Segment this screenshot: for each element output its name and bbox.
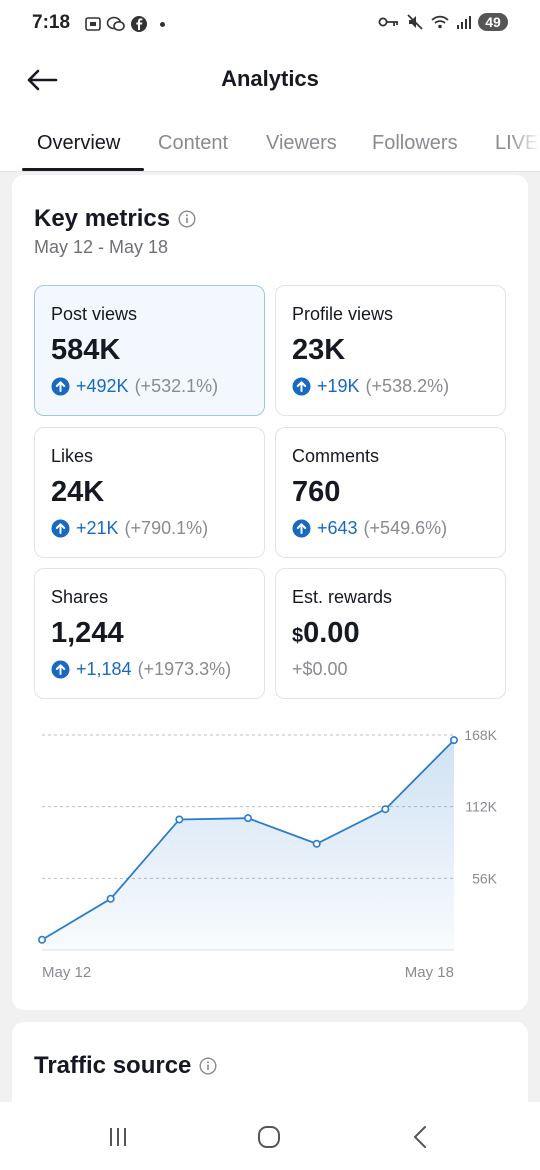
back-nav-button[interactable]	[400, 1122, 440, 1152]
battery-level: 49	[478, 13, 508, 31]
key-metrics-title: Key metrics	[34, 205, 171, 232]
post-views-chart[interactable]: 168K 112K 56K May 12 May 18	[12, 705, 528, 985]
metric-change: +1,184 (+1973.3%)	[51, 659, 231, 680]
metric-value: 760	[292, 476, 341, 508]
traffic-source-title: Traffic source	[34, 1052, 192, 1079]
metric-delta: +$0.00	[292, 659, 348, 679]
metric-card-profile-views[interactable]: Profile views 23K +19K (+538.2%)	[275, 285, 506, 416]
active-tab-indicator	[22, 168, 144, 171]
wechat-icon	[106, 16, 125, 31]
tab-bar: Overview Content Viewers Followers LIVE	[0, 112, 540, 172]
y-tick-label: 112K	[465, 799, 497, 815]
data-point	[244, 814, 253, 823]
metric-delta: +1,184	[76, 659, 132, 679]
data-point	[106, 894, 115, 903]
metric-value: 584K	[51, 334, 121, 366]
info-icon[interactable]	[178, 210, 196, 228]
app-header: Analytics	[0, 48, 540, 112]
area-fill	[42, 740, 454, 950]
vpn-key-icon	[378, 17, 398, 27]
arrow-up-icon	[51, 660, 70, 679]
screenshot-icon	[85, 17, 101, 31]
recent-apps-icon	[110, 1128, 126, 1146]
metric-change: +19K (+538.2%)	[292, 376, 449, 397]
metric-percent: (+549.6%)	[363, 518, 448, 538]
metric-percent: (+532.1%)	[134, 376, 219, 396]
system-nav-bar	[0, 1102, 540, 1170]
chart-svg: 168K 112K 56K May 12 May 18	[37, 727, 498, 981]
home-icon	[258, 1126, 280, 1148]
facebook-icon	[131, 16, 147, 32]
notification-dot	[160, 21, 165, 27]
metric-value: 0.00	[303, 617, 360, 649]
data-point	[37, 935, 46, 944]
metric-change: +21K (+790.1%)	[51, 518, 208, 539]
metric-delta: +19K	[317, 376, 360, 396]
y-tick-label: 168K	[464, 727, 497, 743]
metric-card-est-rewards[interactable]: Est. rewards $0.00 +$0.00	[275, 568, 506, 699]
status-right-icons: 49	[378, 13, 508, 31]
signal-icon	[457, 16, 471, 29]
x-tick-label: May 12	[42, 964, 91, 981]
metric-change: +643 (+549.6%)	[292, 518, 447, 539]
metric-label: Post views	[51, 304, 138, 324]
metric-card-comments[interactable]: Comments 760 +643 (+549.6%)	[275, 427, 506, 558]
metric-label: Likes	[51, 446, 94, 466]
x-tick-label: May 18	[405, 964, 454, 981]
status-time: 7:18	[32, 12, 71, 33]
tab-viewers[interactable]: Viewers	[266, 132, 337, 154]
arrow-up-icon	[292, 519, 311, 538]
metric-percent: (+790.1%)	[124, 518, 209, 538]
currency-symbol: $	[292, 625, 304, 647]
home-button[interactable]	[249, 1122, 289, 1152]
metric-label: Comments	[292, 446, 380, 466]
metric-percent: (+1973.3%)	[137, 659, 232, 679]
tab-followers[interactable]: Followers	[372, 132, 458, 154]
metric-value: 23K	[292, 334, 346, 366]
back-button[interactable]	[22, 60, 62, 100]
metric-value-wrapper: $0.00	[292, 617, 360, 650]
metric-delta: +492K	[76, 376, 129, 396]
arrow-up-icon	[51, 377, 70, 396]
arrow-up-icon	[292, 377, 311, 396]
metric-label: Profile views	[292, 304, 394, 324]
tab-overview[interactable]: Overview	[37, 132, 121, 154]
wifi-icon	[431, 15, 449, 29]
data-point	[381, 805, 390, 814]
metric-delta: +643	[317, 518, 358, 538]
y-tick-label: 56K	[472, 870, 498, 886]
metric-card-shares[interactable]: Shares 1,244 +1,184 (+1973.3%)	[34, 568, 265, 699]
tab-content[interactable]: Content	[158, 132, 229, 154]
status-bar: 7:18 49	[0, 0, 540, 48]
metric-label: Shares	[51, 587, 109, 607]
metric-percent: (+538.2%)	[365, 376, 450, 396]
info-icon[interactable]	[199, 1057, 217, 1075]
data-point	[175, 815, 184, 824]
metric-change: +$0.00	[292, 659, 348, 680]
recent-apps-button[interactable]	[98, 1122, 138, 1152]
data-point	[312, 839, 321, 848]
metric-label: Est. rewards	[292, 587, 393, 607]
date-range: May 12 - May 18	[34, 237, 169, 257]
page-title: Analytics	[221, 66, 319, 91]
metric-value: 1,244	[51, 617, 124, 649]
key-metrics-card: Key metrics May 12 - May 18 Post views 5…	[12, 175, 528, 1010]
metric-change: +492K (+532.1%)	[51, 376, 218, 397]
metric-delta: +21K	[76, 518, 119, 538]
status-left-icons	[84, 15, 165, 33]
metric-value: 24K	[51, 476, 105, 508]
back-arrow-icon	[27, 69, 58, 91]
mute-icon	[407, 14, 423, 30]
chevron-left-icon	[413, 1126, 426, 1148]
key-metrics-heading: Key metrics	[34, 205, 196, 233]
metric-card-likes[interactable]: Likes 24K +21K (+790.1%)	[34, 427, 265, 558]
tab-fade	[510, 112, 540, 170]
data-point	[449, 736, 458, 745]
traffic-source-heading: Traffic source	[34, 1052, 217, 1080]
arrow-up-icon	[51, 519, 70, 538]
metric-card-post-views[interactable]: Post views 584K +492K (+532.1%)	[34, 285, 265, 416]
